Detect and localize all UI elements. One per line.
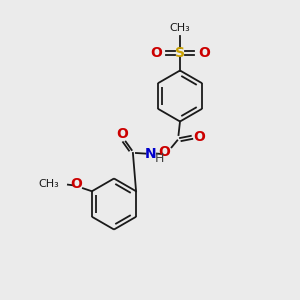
Text: O: O (70, 177, 82, 191)
Text: CH₃: CH₃ (169, 23, 190, 33)
Text: S: S (175, 46, 185, 60)
Text: CH₃: CH₃ (38, 179, 59, 189)
Text: H: H (155, 152, 165, 165)
Text: N: N (145, 148, 157, 161)
Text: O: O (193, 130, 205, 144)
Text: O: O (116, 127, 128, 141)
Text: O: O (150, 46, 162, 60)
Text: O: O (198, 46, 210, 60)
Text: O: O (158, 145, 170, 159)
